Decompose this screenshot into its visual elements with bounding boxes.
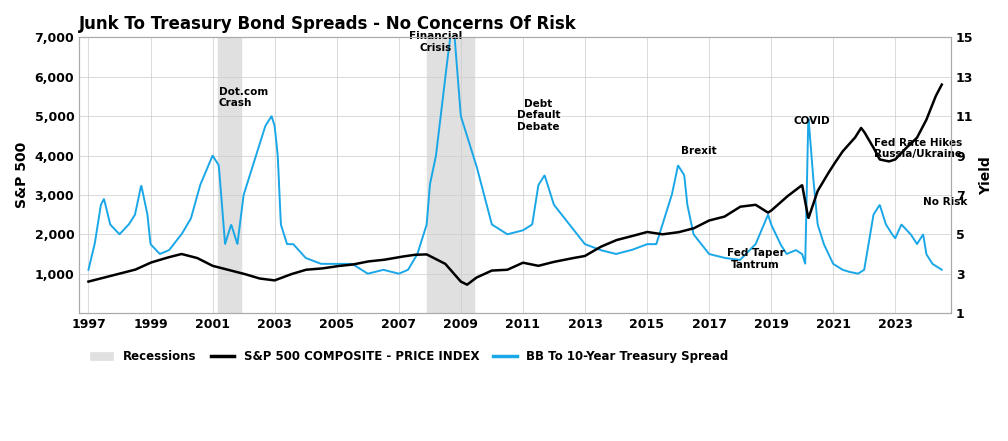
Text: Fed Rate Hikes
Russia/Ukraine: Fed Rate Hikes Russia/Ukraine bbox=[874, 138, 962, 160]
Text: COVID: COVID bbox=[793, 116, 830, 126]
Text: Financial
Crisis: Financial Crisis bbox=[409, 31, 463, 53]
Y-axis label: Yield: Yield bbox=[979, 156, 993, 194]
Text: No Risk: No Risk bbox=[923, 197, 968, 207]
Legend: Recessions, S&P 500 COMPOSITE - PRICE INDEX, BB To 10-Year Treasury Spread: Recessions, S&P 500 COMPOSITE - PRICE IN… bbox=[85, 345, 733, 368]
Text: Dot.com
Crash: Dot.com Crash bbox=[219, 86, 268, 108]
Text: Junk To Treasury Bond Spreads - No Concerns Of Risk: Junk To Treasury Bond Spreads - No Conce… bbox=[80, 15, 577, 33]
Text: Debt
Default
Debate: Debt Default Debate bbox=[517, 99, 560, 132]
Text: Fed Taper
Tantrum: Fed Taper Tantrum bbox=[727, 248, 784, 270]
Bar bbox=[427, 37, 474, 313]
Bar bbox=[218, 37, 241, 313]
Text: Brexit: Brexit bbox=[681, 146, 717, 156]
Y-axis label: S&P 500: S&P 500 bbox=[15, 142, 29, 208]
